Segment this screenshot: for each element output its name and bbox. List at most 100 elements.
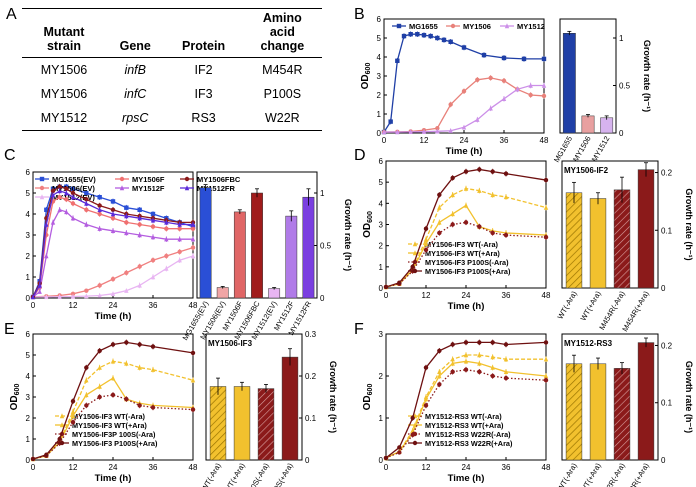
data-point <box>64 190 69 196</box>
x-tick-label: 48 <box>542 463 551 472</box>
data-point <box>475 117 480 122</box>
data-point <box>477 187 482 193</box>
x-axis-label: Time (h) <box>448 301 485 312</box>
legend-marker <box>412 440 418 446</box>
x-tick-label: 24 <box>109 301 118 310</box>
bar <box>581 115 595 134</box>
data-point <box>503 375 509 381</box>
header-protein-line: Protein <box>182 39 226 53</box>
series-line <box>32 394 194 460</box>
y-tick-label: 0.5 <box>619 82 631 91</box>
data-point <box>397 445 402 450</box>
x-tick-label: 0 <box>384 463 389 472</box>
panel-letter-a: A <box>6 6 17 23</box>
data-point <box>437 373 442 379</box>
data-point <box>541 82 547 88</box>
x-tick-label: 24 <box>462 463 471 472</box>
legend-marker <box>412 431 418 437</box>
data-point <box>423 240 429 246</box>
y-axis-label: Growth rate (h⁻¹) <box>642 40 652 112</box>
y-axis-label-subscript: 600 <box>367 211 374 223</box>
data-point <box>50 188 56 194</box>
category-label: WT(-Ara) <box>556 461 579 487</box>
data-point <box>477 352 482 358</box>
y-tick-label: 0 <box>379 456 384 465</box>
data-point <box>463 340 469 345</box>
y-tick-label: 2 <box>26 414 31 423</box>
data-point <box>428 33 433 39</box>
y-tick-label: 3 <box>26 231 31 240</box>
data-point <box>437 382 442 387</box>
header-mutant-strain-line: strain <box>46 39 81 53</box>
data-point <box>450 211 455 217</box>
data-point <box>37 289 42 294</box>
data-point <box>437 348 442 353</box>
data-point <box>84 288 89 293</box>
cell-strain: MY1506 <box>40 87 88 101</box>
data-point <box>543 378 549 383</box>
data-point <box>397 280 402 285</box>
data-point <box>475 77 480 83</box>
data-point <box>70 194 76 200</box>
panel-letter-d: D <box>354 147 366 164</box>
cell-gene: infC <box>124 87 147 101</box>
data-point <box>177 236 182 242</box>
y-tick-label: 3 <box>26 393 31 402</box>
legend-label: MY1512FR <box>197 184 236 193</box>
y-tick-label: 5 <box>379 178 384 187</box>
table-row: MY1512 rpsC RS3 W22R <box>22 106 322 131</box>
data-point <box>150 234 156 240</box>
data-point <box>84 190 89 196</box>
y-axis-label: OD600 <box>362 211 374 238</box>
legend-label: MY1512-RS3 WT(+Ara) <box>425 421 504 430</box>
y-tick-label: 0 <box>619 129 624 138</box>
y-tick-label: 0 <box>26 456 31 465</box>
data-point <box>110 216 116 221</box>
legend-marker <box>412 268 418 274</box>
cell-protein: IF3 <box>194 87 213 101</box>
data-point <box>50 192 56 198</box>
data-point <box>437 192 442 198</box>
data-point <box>477 340 482 345</box>
cell-gene: rpsC <box>105 106 165 131</box>
data-point <box>124 220 129 225</box>
data-point <box>164 219 169 225</box>
legend-label: MY1506-IF3 P100S(-Ara) <box>425 258 509 267</box>
data-point <box>477 360 482 366</box>
y-tick-label: 3 <box>379 221 384 230</box>
y-tick-label: 0.5 <box>320 242 332 251</box>
y-tick-label: 6 <box>26 330 31 339</box>
y-axis-label: Growth rate (h⁻¹) <box>684 361 694 433</box>
data-point <box>423 247 429 253</box>
data-point <box>528 92 533 98</box>
cell-protein: IF2 <box>194 63 213 77</box>
y-tick-label: 1 <box>379 263 384 272</box>
y-tick-label: 4 <box>26 372 31 381</box>
data-point <box>44 294 49 300</box>
data-point <box>70 215 76 221</box>
legend-marker <box>184 176 190 182</box>
data-point <box>84 392 89 398</box>
y-tick-label: 6 <box>26 168 31 177</box>
bar <box>613 368 631 461</box>
series-line <box>32 246 194 298</box>
data-point <box>481 52 487 58</box>
data-point <box>450 222 455 227</box>
data-point <box>150 344 156 349</box>
legend-label: MY1512F <box>132 184 165 193</box>
data-point <box>463 185 469 191</box>
x-tick-label: 48 <box>189 463 198 472</box>
data-point <box>421 32 427 38</box>
legend-label: MY1506-IF3 P100S(+Ara) <box>72 439 158 448</box>
data-point <box>164 236 169 242</box>
data-point <box>84 365 89 370</box>
y-tick-label: 0 <box>305 456 310 465</box>
x-axis-label: Time (h) <box>448 473 485 484</box>
bar <box>285 215 298 299</box>
legend-marker <box>59 422 65 428</box>
cell-gene: infB <box>124 63 146 77</box>
y-tick-label: 2 <box>26 252 31 261</box>
